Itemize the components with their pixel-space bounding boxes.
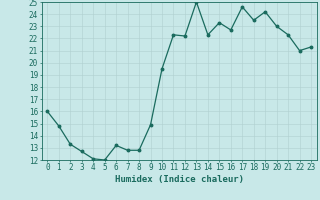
X-axis label: Humidex (Indice chaleur): Humidex (Indice chaleur) <box>115 175 244 184</box>
